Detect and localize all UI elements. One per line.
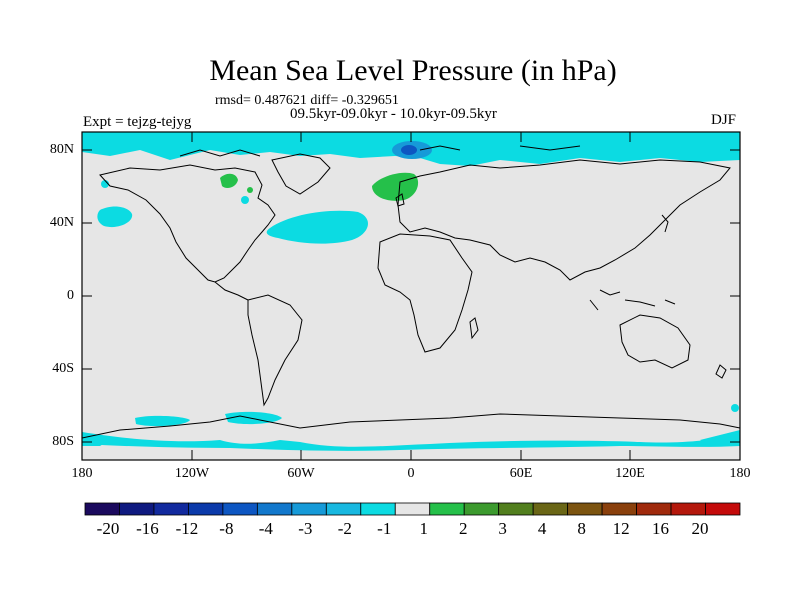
- madagascar-coast: [469, 317, 479, 340]
- lat-label-80n: 80N: [49, 142, 74, 157]
- lat-label-40s: 40S: [52, 361, 74, 376]
- hudson-bay-positive: [220, 173, 238, 188]
- new-zealand-coast: [715, 364, 727, 379]
- lon-label-120w: 120W: [174, 466, 210, 481]
- colorbar: [84, 502, 741, 516]
- lon-label-180e: 180: [729, 466, 751, 481]
- colorbar-box: [498, 502, 534, 516]
- arctic-islands: [179, 145, 581, 157]
- southeast-asia-islands: [589, 289, 676, 311]
- colorbar-label: 1: [419, 519, 428, 538]
- lat-label-40n: 40N: [49, 215, 74, 230]
- lon-label-60e: 60E: [509, 466, 533, 481]
- colorbar-label: 20: [691, 519, 709, 538]
- lon-tick-marks: [191, 132, 631, 460]
- colorbar-label: -4: [258, 519, 273, 538]
- colorbar-box: [705, 502, 741, 516]
- colorbar-box: [153, 502, 189, 516]
- colorbar-box: [291, 502, 327, 516]
- australia-coast: [619, 314, 691, 369]
- colorbar-label: 12: [612, 519, 630, 538]
- africa-coast: [377, 233, 473, 353]
- colorbar-label: -20: [96, 519, 120, 538]
- antarctica-coast: [81, 413, 741, 439]
- japan-coast: [661, 214, 669, 233]
- south-pacific-negative-patch: [731, 404, 739, 412]
- north-pacific-negative: [97, 206, 133, 228]
- colorbar-box: [532, 502, 569, 516]
- experiment-label: Expt = tejzg-tejyg: [83, 114, 192, 130]
- southern-ocean-negative-1: [135, 415, 190, 427]
- statistics-text: rmsd= 0.487621 diff= -0.329651: [215, 93, 399, 108]
- lon-label-60w: 60W: [287, 466, 315, 481]
- colorbar-label: 3: [498, 519, 507, 538]
- colorbar-label: 8: [577, 519, 586, 538]
- colorbar-label: 4: [537, 519, 547, 538]
- central-america-coast: [214, 281, 249, 301]
- greenland-coast: [271, 153, 331, 195]
- labrador-positive-patch: [247, 187, 253, 193]
- colorbar-label: -16: [136, 519, 159, 538]
- lat-label-0: 0: [67, 288, 74, 303]
- map-title: Mean Sea Level Pressure (in hPa): [209, 54, 617, 87]
- eurasia-coast: [397, 159, 731, 281]
- lat-tick-marks: [82, 149, 740, 443]
- antarctic-negative-band: [82, 432, 740, 451]
- colorbar-box: [429, 502, 465, 516]
- colorbar-box: [463, 502, 500, 516]
- colorbar-box: [256, 502, 293, 516]
- strong-negative-core: [392, 141, 432, 159]
- colorbar-box: [601, 502, 637, 516]
- north-america-coast: [99, 164, 276, 283]
- lon-label-180w: 180: [71, 466, 93, 481]
- colorbar-box: [222, 502, 258, 516]
- colorbar-box: [567, 502, 603, 516]
- uk-coast: [395, 193, 405, 207]
- colorbar-box: [188, 502, 224, 516]
- colorbar-label: 16: [652, 519, 670, 538]
- colorbar-label: -12: [175, 519, 199, 538]
- colorbar-box: [119, 502, 155, 516]
- colorbar-label: -8: [219, 519, 234, 538]
- colorbar-box: [394, 502, 431, 516]
- colorbar-box: [670, 502, 706, 516]
- colorbar-box: [84, 502, 120, 516]
- coastlines: [81, 145, 741, 439]
- season-label: DJF: [711, 112, 737, 128]
- colorbar-box: [325, 502, 362, 516]
- colorbar-box: [636, 502, 672, 516]
- south-america-coast: [247, 294, 303, 407]
- lat-label-80s: 80S: [52, 434, 74, 449]
- canada-negative-patch: [241, 196, 249, 204]
- colorbar-label: -2: [337, 519, 352, 538]
- colorbar-label: 2: [458, 519, 468, 538]
- period-text: 09.5kyr-09.0kyr - 10.0kyr-09.5kyr: [290, 106, 497, 122]
- north-atlantic-negative: [266, 210, 369, 244]
- colorbar-label: -3: [298, 519, 313, 538]
- colorbar-label: -1: [377, 519, 392, 538]
- lon-label-120e: 120E: [615, 466, 645, 481]
- lon-label-0: 0: [407, 466, 415, 481]
- colorbar-box: [360, 502, 396, 516]
